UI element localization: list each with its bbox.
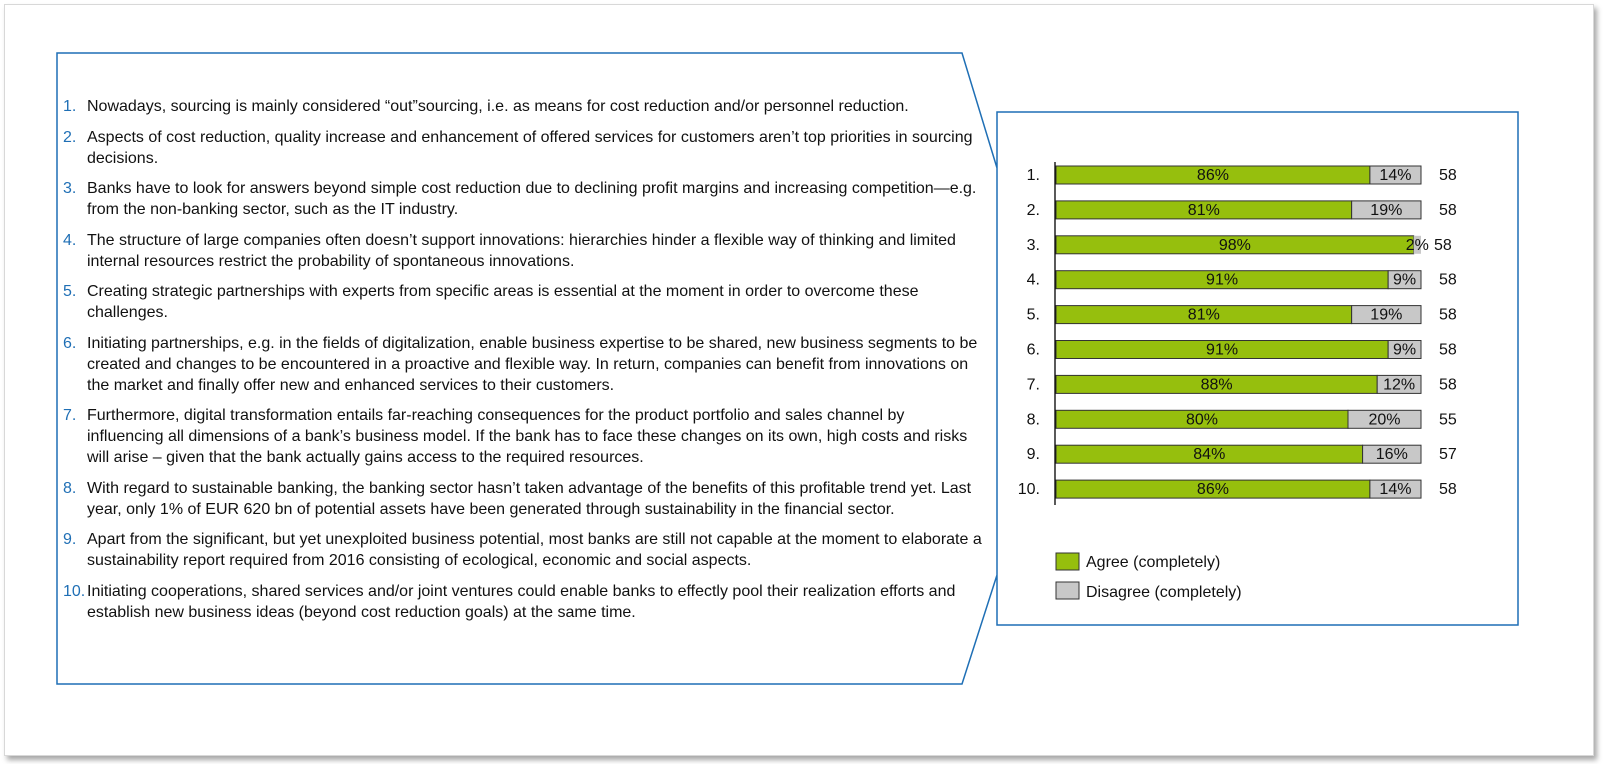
sample-size-label: 55 xyxy=(1439,411,1457,428)
category-label: 7. xyxy=(1027,376,1040,393)
bar-disagree xyxy=(1387,340,1422,359)
legend-swatch-agree xyxy=(1055,552,1080,571)
bar-label-agree: 91% xyxy=(1206,342,1238,359)
statement-text: Creating strategic partnerships with exp… xyxy=(87,283,919,321)
statement-text: Nowadays, sourcing is mainly considered … xyxy=(87,98,909,115)
legend-label-agree: Agree (completely) xyxy=(1086,554,1220,571)
statement-item: 9. Apart from the significant, but yet un… xyxy=(60,529,985,571)
bar-label-agree: 81% xyxy=(1188,307,1220,324)
statement-number: 5. xyxy=(63,283,77,300)
bar-disagree xyxy=(1347,409,1422,429)
statement-text: Furthermore, digital transformation enta… xyxy=(87,407,968,466)
legend-label-disagree: Disagree (completely) xyxy=(1086,584,1242,601)
statement-number: 4. xyxy=(63,231,77,249)
sample-size-label: 58 xyxy=(1439,481,1457,498)
bar-label-disagree: 14% xyxy=(1379,481,1411,498)
bar-disagree xyxy=(1369,479,1422,499)
bar-label-agree: 80% xyxy=(1186,411,1218,428)
category-label: 10. xyxy=(1018,481,1040,498)
bar-disagree xyxy=(1376,374,1422,394)
statement-item: 5. Creating strategic partnerships with e… xyxy=(60,281,985,323)
statement-number: 3. xyxy=(63,180,77,197)
bar-disagree xyxy=(1351,305,1422,325)
bar-label-agree: 91% xyxy=(1206,272,1238,289)
statement-item: 6. Initiating partnerships, e.g. in the f… xyxy=(60,333,985,396)
bar-label-disagree: 14% xyxy=(1379,167,1411,184)
sample-size-label: 58 xyxy=(1439,167,1457,184)
statement-item: 8. With regard to sustainable banking, th… xyxy=(60,478,985,520)
statement-item: 7. Furthermore, digital transformation en… xyxy=(60,405,985,468)
statement-text: Apart from the significant, but yet unex… xyxy=(87,531,982,569)
bar-label-disagree: 9% xyxy=(1393,342,1416,359)
bar-disagree xyxy=(1369,165,1422,185)
bar-disagree xyxy=(1413,235,1421,254)
statement-item: 1. Nowadays, sourcing is mainly considere… xyxy=(60,96,985,117)
sample-size-label: 58 xyxy=(1439,202,1457,219)
bar-label-agree: 88% xyxy=(1201,376,1233,393)
bar-label-disagree: 2% xyxy=(1406,237,1429,254)
bar-label-agree: 84% xyxy=(1193,446,1225,463)
statement-item: 3. Banks have to look for answers beyond … xyxy=(60,178,985,220)
bar-label-agree: 98% xyxy=(1219,237,1251,254)
sample-size-label: 58 xyxy=(1439,376,1457,393)
statement-text: Aspects of cost reduction, quality incre… xyxy=(87,128,973,167)
category-label: 4. xyxy=(1027,272,1040,289)
statement-text: Initiating cooperations, shared services… xyxy=(87,582,956,621)
statement-text: With regard to sustainable banking, the … xyxy=(87,479,972,518)
bar-label-disagree: 19% xyxy=(1370,307,1402,324)
statement-text: Initiating partnerships, e.g. in the fie… xyxy=(87,334,978,394)
bar-label-disagree: 9% xyxy=(1393,272,1416,289)
statement-item: 4. The structure of large companies often… xyxy=(60,230,985,272)
statement-text: The structure of large companies often d… xyxy=(87,231,956,270)
category-label: 2. xyxy=(1027,202,1040,219)
bar-label-agree: 81% xyxy=(1188,202,1220,219)
sample-size-label: 58 xyxy=(1439,342,1457,359)
category-label: 6. xyxy=(1027,342,1040,359)
statement-number: 2. xyxy=(63,128,77,146)
callout-outline xyxy=(56,52,1519,685)
statement-number: 8. xyxy=(63,479,77,497)
sample-size-label: 58 xyxy=(1439,272,1457,289)
statement-list: 1. Nowadays, sourcing is mainly considere… xyxy=(60,96,985,632)
bar-disagree xyxy=(1351,200,1422,220)
bar-label-disagree: 12% xyxy=(1383,376,1415,393)
statement-number: 6. xyxy=(63,334,77,352)
sample-size-label: 58 xyxy=(1439,307,1457,324)
bar-label-disagree: 19% xyxy=(1370,202,1402,219)
legend-swatch-disagree xyxy=(1055,581,1080,600)
category-label: 5. xyxy=(1027,307,1040,324)
statement-text: Banks have to look for answers beyond si… xyxy=(87,180,977,218)
category-label: 8. xyxy=(1027,411,1040,428)
statement-item: 2. Aspects of cost reduction, quality inc… xyxy=(60,127,985,169)
bar-label-agree: 86% xyxy=(1197,167,1229,184)
statement-number: 1. xyxy=(63,98,77,115)
bars-group: 1. 86% 14% 58 2. 81% 19% 58 3. 98% 2% 58 4. 91% 9% 58 5.… xyxy=(1018,165,1457,499)
bar-label-disagree: 20% xyxy=(1368,411,1400,428)
bar-disagree xyxy=(1387,270,1422,290)
statement-number: 7. xyxy=(63,407,77,424)
sample-size-label: 57 xyxy=(1439,446,1457,463)
statement-number: 10. xyxy=(63,582,86,600)
category-label: 1. xyxy=(1027,167,1040,184)
category-label: 3. xyxy=(1027,237,1040,254)
statement-item: 10. Initiating cooperations, shared servi… xyxy=(60,581,985,623)
category-label: 9. xyxy=(1027,446,1040,463)
statement-number: 9. xyxy=(63,531,77,548)
sample-size-label: 58 xyxy=(1434,237,1452,254)
bar-label-disagree: 16% xyxy=(1376,446,1408,463)
bar-label-agree: 86% xyxy=(1197,481,1229,498)
legend: Agree (completely) Disagree (completely) xyxy=(1055,552,1242,601)
bar-disagree xyxy=(1362,444,1422,464)
